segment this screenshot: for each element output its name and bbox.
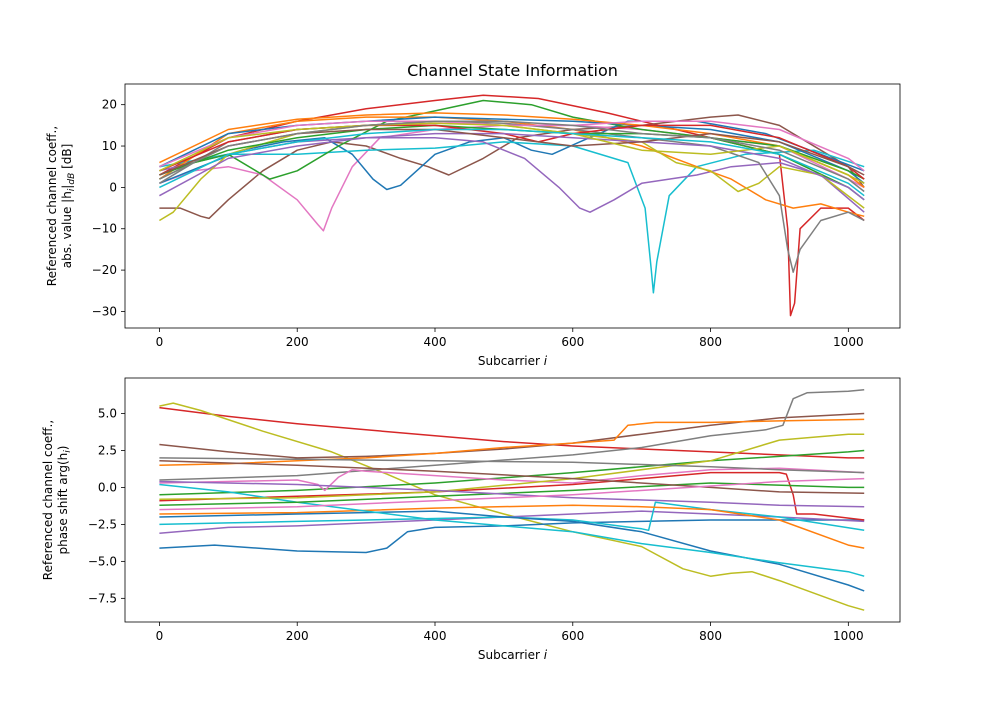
series-line-17 (159, 120, 865, 172)
chart-panel-1: 0 200 400 600 800 1000 −30 −20 −10 0 10 20 Channel S… (45, 61, 901, 368)
series-group (159, 389, 865, 611)
series-line-8 (159, 519, 865, 554)
y-tick-label: 20 (102, 98, 117, 112)
series-line-5 (159, 418, 865, 466)
series-line-1 (159, 94, 865, 317)
x-tick-label: 600 (561, 629, 584, 643)
x-axis-label: Subcarrier i (478, 648, 548, 662)
series-group (158, 94, 865, 317)
y-tick-label: 10 (102, 139, 117, 153)
plot-frame (124, 377, 901, 623)
x-axis-label: Subcarrier i (478, 354, 548, 368)
series-line-8 (158, 116, 865, 218)
series-line-6 (159, 449, 865, 496)
y-axis-label-line2: phase shift arg(hi) (56, 446, 73, 555)
series-line-18 (159, 122, 865, 184)
y-tick-label: 0 (109, 180, 117, 194)
x-tick-label: 400 (424, 335, 447, 349)
series-line-4 (159, 389, 865, 481)
x-tick-label: 0 (156, 629, 164, 643)
y-tick-label: 0.0 (98, 480, 117, 494)
y-tick-label: −5.0 (88, 554, 117, 568)
x-tick-label: 600 (561, 335, 584, 349)
y-axis-label-line1: Referenced channel coeff., (45, 126, 59, 286)
series-line-16 (159, 433, 865, 501)
y-tick-label: 2.5 (98, 443, 117, 457)
x-tick-label: 1000 (833, 335, 864, 349)
series-line-5 (159, 141, 865, 294)
series-line-12 (159, 504, 865, 549)
x-tick-label: 1000 (833, 629, 864, 643)
chart-title: Channel State Information (407, 61, 618, 80)
series-line-3 (159, 412, 865, 459)
x-tick-label: 200 (286, 335, 309, 349)
y-axis-label-line1: Referenced channel coeff., (41, 420, 55, 580)
x-tick-label: 800 (699, 335, 722, 349)
series-line-17 (159, 460, 865, 495)
x-tick-label: 0 (156, 335, 164, 349)
y-tick-label: −30 (92, 304, 117, 318)
series-line-20 (159, 120, 865, 193)
series-line-19 (159, 128, 865, 197)
y-axis-label-line2: abs. value |hi|dB [dB] (60, 144, 77, 269)
series-line-1 (159, 406, 865, 459)
series-line-7 (159, 99, 865, 201)
series-line-14 (159, 483, 865, 577)
series-line-20 (159, 477, 865, 511)
series-line-2 (159, 114, 865, 220)
series-line-18 (159, 480, 865, 508)
x-tick-label: 800 (699, 629, 722, 643)
plot-frame (124, 83, 901, 329)
y-tick-label: −20 (92, 263, 117, 277)
y-tick-label: −10 (92, 222, 117, 236)
x-tick-label: 200 (286, 629, 309, 643)
series-line-15 (159, 482, 865, 506)
y-tick-label: −7.5 (88, 591, 117, 605)
y-tick-label: 5.0 (98, 406, 117, 420)
series-line-15 (159, 132, 865, 201)
series-line-13 (159, 510, 865, 592)
x-tick-label: 400 (424, 629, 447, 643)
series-line-19 (159, 457, 865, 474)
y-tick-label: −2.5 (88, 517, 117, 531)
chart-panel-2: 0 200 400 600 800 1000 −7.5 −5.0 −2.5 0.0 2.5 5.0 Su… (41, 377, 901, 662)
